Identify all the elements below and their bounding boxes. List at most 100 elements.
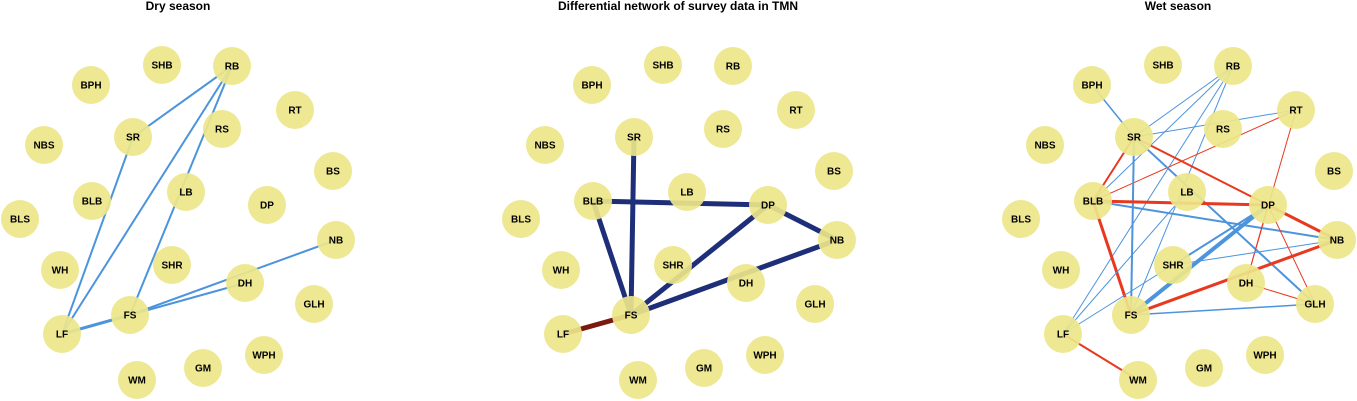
node-circle <box>1246 336 1284 374</box>
node-wph: WPH <box>746 336 784 374</box>
edge-fs-dh <box>129 282 246 316</box>
node-circle <box>815 152 853 190</box>
node-sr: SR <box>1115 118 1153 156</box>
node-label: WPH <box>753 351 776 362</box>
node-label: SR <box>126 133 141 144</box>
node-circle <box>1073 66 1111 104</box>
node-label: WPH <box>252 351 275 362</box>
node-circle <box>248 186 286 224</box>
node-circle <box>619 361 657 399</box>
node-label: SR <box>1127 133 1142 144</box>
panel-differential-network: Differential network of survey data in T… <box>502 0 856 399</box>
node-circle <box>544 315 582 353</box>
node-wph: WPH <box>1246 336 1284 374</box>
node-bs: BS <box>1315 152 1353 190</box>
edge-blb-fs <box>1091 200 1133 316</box>
node-circle <box>295 285 333 323</box>
node-label: RS <box>716 125 730 136</box>
node-circle <box>685 349 723 387</box>
edge-rb-sr <box>132 65 233 138</box>
node-blb: BLB <box>73 182 111 220</box>
node-label: GM <box>1196 364 1212 375</box>
node-shr: SHR <box>654 246 692 284</box>
node-circle <box>1 200 39 238</box>
node-circle <box>226 264 264 302</box>
node-circle <box>143 46 181 84</box>
node-circle <box>704 110 742 148</box>
node-bph: BPH <box>72 66 110 104</box>
node-circle <box>1042 251 1080 289</box>
node-label: DH <box>1239 279 1253 290</box>
node-circle <box>1315 152 1353 190</box>
edge-rb-lf <box>1062 65 1234 335</box>
node-rb: RB <box>1214 47 1252 85</box>
node-circle <box>184 349 222 387</box>
node-label: SHB <box>652 61 673 72</box>
node-label: BLS <box>10 215 30 226</box>
node-circle <box>746 336 784 374</box>
node-dp: DP <box>1249 186 1287 224</box>
node-label: BLS <box>511 215 531 226</box>
node-label: NB <box>830 236 844 247</box>
node-circle <box>1277 91 1315 129</box>
node-gm: GM <box>1185 349 1223 387</box>
node-label: GLH <box>1304 300 1325 311</box>
node-wm: WM <box>619 361 657 399</box>
node-label: LF <box>1057 330 1069 341</box>
node-circle <box>203 110 241 148</box>
node-label: FS <box>1125 311 1138 322</box>
node-nbs: NBS <box>25 126 63 164</box>
edge-dp-fs <box>629 203 770 317</box>
node-label: GLH <box>804 300 825 311</box>
node-circle <box>1249 186 1287 224</box>
node-label: DP <box>1261 201 1275 212</box>
node-wm: WM <box>1119 361 1157 399</box>
node-circle <box>111 296 149 334</box>
panel-wet-season: Wet season SHB RB BPH RT SR RS NBS BS LB DP BLB BLS… <box>1002 0 1356 399</box>
node-circle <box>41 251 79 289</box>
node-circle <box>612 296 650 334</box>
node-label: LB <box>1180 188 1193 199</box>
node-circle <box>276 91 314 129</box>
node-bls: BLS <box>1002 200 1040 238</box>
node-label: BPH <box>80 81 101 92</box>
node-circle <box>1112 296 1150 334</box>
node-circle <box>615 118 653 156</box>
node-shr: SHR <box>153 246 191 284</box>
edge-nb-shr <box>1172 239 1338 266</box>
node-nbs: NBS <box>1026 126 1064 164</box>
node-label: DP <box>260 201 274 212</box>
node-label: DP <box>761 201 775 212</box>
node-shb: SHB <box>143 46 181 84</box>
node-circle <box>777 91 815 129</box>
node-circle <box>1154 246 1192 284</box>
node-label: RT <box>1289 106 1302 117</box>
node-wh: WH <box>542 251 580 289</box>
node-circle <box>245 336 283 374</box>
node-label: SHR <box>662 261 684 272</box>
node-circle <box>1185 349 1223 387</box>
node-label: NBS <box>534 141 555 152</box>
node-blb: BLB <box>1074 182 1112 220</box>
node-bls: BLS <box>1 200 39 238</box>
node-circle <box>1296 285 1334 323</box>
node-rs: RS <box>1204 110 1242 148</box>
node-label: GM <box>195 364 211 375</box>
node-label: WH <box>1053 266 1070 277</box>
node-fs: FS <box>612 296 650 334</box>
node-glh: GLH <box>796 285 834 323</box>
node-circle <box>213 47 251 85</box>
node-label: GLH <box>303 300 324 311</box>
node-circle <box>574 182 612 220</box>
node-label: WM <box>128 376 146 387</box>
node-label: SR <box>627 133 642 144</box>
node-label: NBS <box>33 141 54 152</box>
node-fs: FS <box>1112 296 1150 334</box>
node-label: SHB <box>1152 61 1173 72</box>
node-label: NBS <box>1034 141 1055 152</box>
node-nbs: NBS <box>526 126 564 164</box>
node-bs: BS <box>314 152 352 190</box>
node-lb: LB <box>1168 173 1206 211</box>
node-lb: LB <box>668 173 706 211</box>
